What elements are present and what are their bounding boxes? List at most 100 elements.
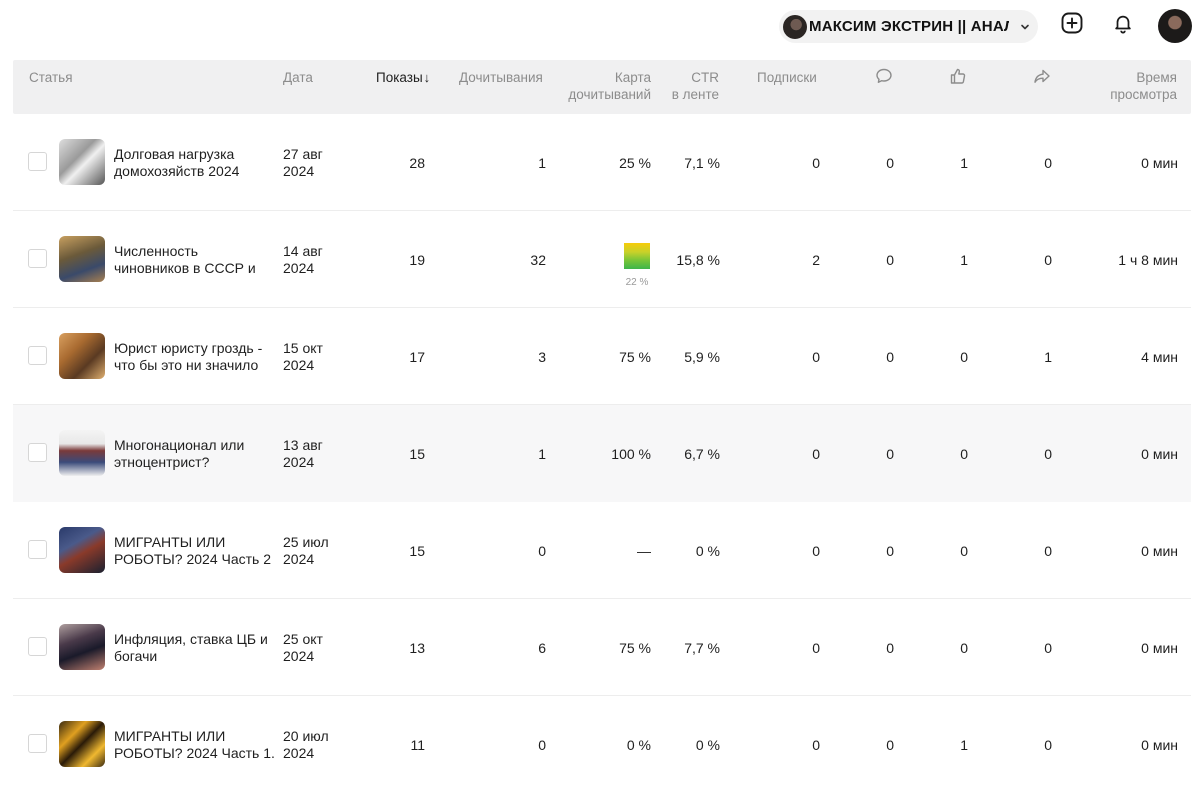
view-time-value: 0 мин [1141, 155, 1178, 171]
table-row[interactable]: МИГРАНТЫ ИЛИ РОБОТЫ? 2024 Часть 1. 20 ию… [13, 696, 1191, 793]
column-read-map-line1: Карта [614, 70, 651, 85]
comments-value: 0 [886, 543, 894, 559]
read-map-value: 75 % [619, 349, 651, 365]
article-date-year: 2024 [283, 648, 315, 664]
article-title[interactable]: Инфляция, ставка ЦБ и богачи [114, 631, 268, 664]
read-map-value: 25 % [619, 155, 651, 171]
article-date: 20 июл 2024 [283, 728, 343, 762]
row-checkbox[interactable] [28, 637, 47, 656]
comment-icon[interactable] [874, 66, 894, 86]
column-read-map[interactable]: Карта дочитываний [551, 69, 651, 103]
channel-switcher[interactable]: МАКСИМ ЭКСТРИН || АНАЛИТИКА [779, 10, 1038, 43]
article-thumbnail[interactable] [59, 721, 105, 767]
article-title[interactable]: МИГРАНТЫ ИЛИ РОБОТЫ? 2024 Часть 2 [114, 534, 271, 567]
channel-name: МАКСИМ ЭКСТРИН || АНАЛИТИКА [809, 18, 1009, 35]
article-date: 15 окт 2024 [283, 340, 343, 374]
column-subscriptions[interactable]: Подписки [757, 70, 817, 85]
table-row[interactable]: Многонационал или этноцентрист? 13 авг 20… [13, 405, 1191, 502]
table-row[interactable]: МИГРАНТЫ ИЛИ РОБОТЫ? 2024 Часть 2 25 июл… [13, 502, 1191, 599]
article-title[interactable]: МИГРАНТЫ ИЛИ РОБОТЫ? 2024 Часть 1. [114, 728, 275, 761]
shares-value: 0 [1044, 155, 1052, 171]
table-header: Статья Дата Показы↓ Дочитывания Карта до… [13, 60, 1191, 114]
subscriptions-value: 0 [812, 446, 820, 462]
shares-value: 1 [1044, 349, 1052, 365]
column-view-time[interactable]: Время просмотра [1079, 69, 1177, 103]
article-date-day: 13 авг [283, 437, 323, 453]
views-value: 11 [410, 737, 425, 753]
column-date[interactable]: Дата [283, 70, 313, 85]
subscriptions-value: 0 [812, 640, 820, 656]
share-icon[interactable] [1032, 66, 1052, 86]
read-map-chart[interactable] [624, 243, 650, 269]
likes-value: 0 [960, 349, 968, 365]
article-title[interactable]: Долговая нагрузка домохозяйств 2024 [114, 146, 240, 179]
article-thumbnail[interactable] [59, 624, 105, 670]
read-map-value: 0 % [626, 737, 651, 753]
article-title[interactable]: Юрист юристу гроздь - что бы это ни знач… [114, 340, 263, 373]
user-avatar[interactable] [1158, 9, 1192, 43]
row-checkbox[interactable] [28, 152, 47, 171]
ctr-value: 0 % [695, 543, 720, 559]
column-article[interactable]: Статья [29, 70, 73, 85]
ctr-value: 7,1 % [684, 155, 720, 171]
add-button[interactable] [1058, 11, 1086, 39]
article-thumbnail[interactable] [59, 236, 105, 282]
read-map-value: 100 % [611, 446, 651, 462]
table-row[interactable]: Инфляция, ставка ЦБ и богачи 25 окт 2024 … [13, 599, 1191, 696]
article-date-day: 20 июл [283, 728, 329, 744]
article-title[interactable]: Многонационал или этноцентрист? [114, 437, 245, 470]
notifications-button[interactable] [1109, 11, 1137, 39]
table-row[interactable]: Долговая нагрузка домохозяйств 2024 27 а… [13, 114, 1191, 211]
column-ctr-line2: в ленте [671, 87, 719, 102]
shares-value: 0 [1044, 543, 1052, 559]
ctr-value: 0 % [695, 737, 720, 753]
views-value: 28 [409, 155, 425, 171]
article-date-day: 15 окт [283, 340, 323, 356]
subscriptions-value: 0 [812, 349, 820, 365]
read-throughs-value: 32 [530, 252, 546, 268]
ctr-value: 6,7 % [684, 446, 720, 462]
read-map-value: — [637, 543, 651, 559]
row-checkbox[interactable] [28, 540, 47, 559]
row-checkbox[interactable] [28, 346, 47, 365]
article-date-year: 2024 [283, 551, 315, 567]
views-value: 19 [409, 252, 425, 268]
subscriptions-value: 2 [812, 252, 820, 268]
ctr-value: 5,9 % [684, 349, 720, 365]
article-date: 14 авг 2024 [283, 243, 343, 277]
table-row[interactable]: Юрист юристу гроздь - что бы это ни знач… [13, 308, 1191, 405]
comments-value: 0 [886, 640, 894, 656]
like-icon[interactable] [948, 66, 968, 86]
article-thumbnail[interactable] [59, 139, 105, 185]
article-title[interactable]: Численность чиновников в СССР и Р... [114, 243, 256, 276]
add-icon [1060, 11, 1084, 40]
comments-value: 0 [886, 349, 894, 365]
table-row[interactable]: Численность чиновников в СССР и Р... 14 … [13, 211, 1191, 308]
view-time-value: 0 мин [1141, 446, 1178, 462]
row-checkbox[interactable] [28, 734, 47, 753]
article-thumbnail[interactable] [59, 527, 105, 573]
column-read-throughs[interactable]: Дочитывания [459, 70, 543, 85]
read-throughs-value: 1 [538, 446, 546, 462]
column-view-time-line2: просмотра [1110, 87, 1177, 102]
views-value: 15 [409, 543, 425, 559]
column-views[interactable]: Показы↓ [376, 69, 430, 86]
views-value: 13 [409, 640, 425, 656]
article-thumbnail[interactable] [59, 333, 105, 379]
article-thumbnail[interactable] [59, 430, 105, 476]
subscriptions-value: 0 [812, 737, 820, 753]
article-date-day: 14 авг [283, 243, 323, 259]
row-checkbox[interactable] [28, 249, 47, 268]
article-date-year: 2024 [283, 260, 315, 276]
view-time-value: 0 мин [1141, 640, 1178, 656]
column-read-map-line2: дочитываний [568, 87, 651, 102]
article-date: 27 авг 2024 [283, 146, 343, 180]
row-checkbox[interactable] [28, 443, 47, 462]
column-view-time-line1: Время [1136, 70, 1177, 85]
read-throughs-value: 0 [538, 737, 546, 753]
top-bar: МАКСИМ ЭКСТРИН || АНАЛИТИКА [0, 0, 1200, 55]
ctr-value: 7,7 % [684, 640, 720, 656]
column-ctr[interactable]: CTR в ленте [659, 69, 719, 103]
shares-value: 0 [1044, 737, 1052, 753]
article-date-day: 27 авг [283, 146, 323, 162]
